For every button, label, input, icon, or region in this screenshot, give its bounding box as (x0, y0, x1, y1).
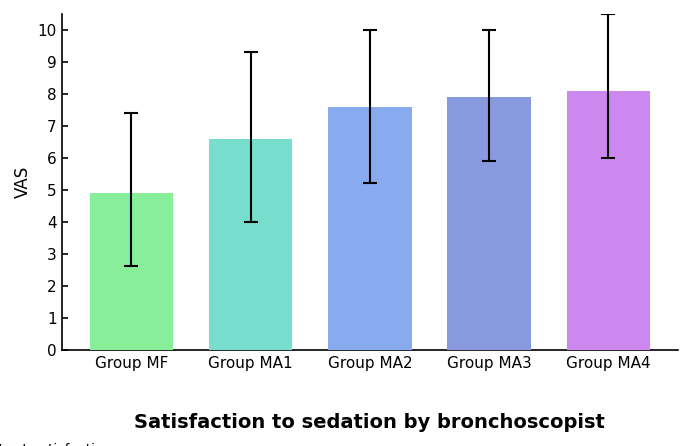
Bar (209, 139, 292, 350)
Bar (447, 97, 531, 350)
Bar (328, 107, 412, 350)
Bar (567, 91, 650, 350)
Text: Worst satisfaction: Worst satisfaction (0, 443, 112, 446)
Bar (89, 193, 173, 350)
X-axis label: Satisfaction to sedation by bronchoscopist: Satisfaction to sedation by bronchoscopi… (134, 413, 606, 432)
Y-axis label: VAS: VAS (14, 165, 32, 198)
